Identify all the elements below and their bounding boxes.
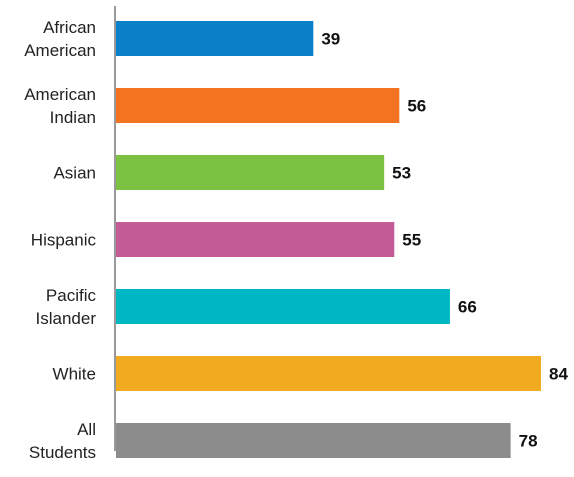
category-label-all-students: All Students — [29, 420, 96, 462]
value-label-all-students: 78 — [519, 432, 538, 451]
category-label-line: American — [24, 85, 96, 104]
value-label-pacific-islander: 66 — [458, 298, 477, 317]
category-label-asian: Asian — [53, 164, 96, 183]
value-label-asian: 53 — [392, 164, 411, 183]
bar-asian — [116, 155, 385, 190]
value-label-white: 84 — [549, 365, 568, 384]
category-label-line: Hispanic — [31, 231, 97, 250]
category-label-line: Asian — [53, 164, 96, 183]
category-label-line: All — [77, 420, 96, 439]
category-label-line: African — [43, 18, 96, 37]
category-label-african-american: African American — [24, 18, 96, 60]
category-label-pacific-islander: Pacific Islander — [36, 286, 97, 328]
bars-group — [116, 21, 541, 458]
value-label-hispanic: 55 — [402, 231, 421, 250]
bar-pacific-islander — [116, 289, 450, 324]
value-label-american-indian: 56 — [407, 97, 426, 116]
category-label-line: Pacific — [46, 286, 97, 305]
category-label-white: White — [53, 365, 96, 384]
value-label-african-american: 39 — [321, 30, 340, 49]
bar-white — [116, 356, 541, 391]
category-labels-group: African American American Indian Asian Hispan… — [24, 18, 96, 462]
value-labels-group: 39 56 53 55 66 84 78 — [321, 30, 568, 451]
bar-african-american — [116, 21, 314, 56]
category-label-line: Indian — [50, 108, 96, 127]
bar-american-indian — [116, 88, 400, 123]
category-label-american-indian: American Indian — [24, 85, 96, 127]
category-label-line: Islander — [36, 309, 97, 328]
category-label-line: American — [24, 41, 96, 60]
bar-all-students — [116, 423, 511, 458]
category-label-line: Students — [29, 443, 96, 462]
category-label-line: White — [53, 365, 96, 384]
category-label-hispanic: Hispanic — [31, 231, 97, 250]
bar-hispanic — [116, 222, 395, 257]
